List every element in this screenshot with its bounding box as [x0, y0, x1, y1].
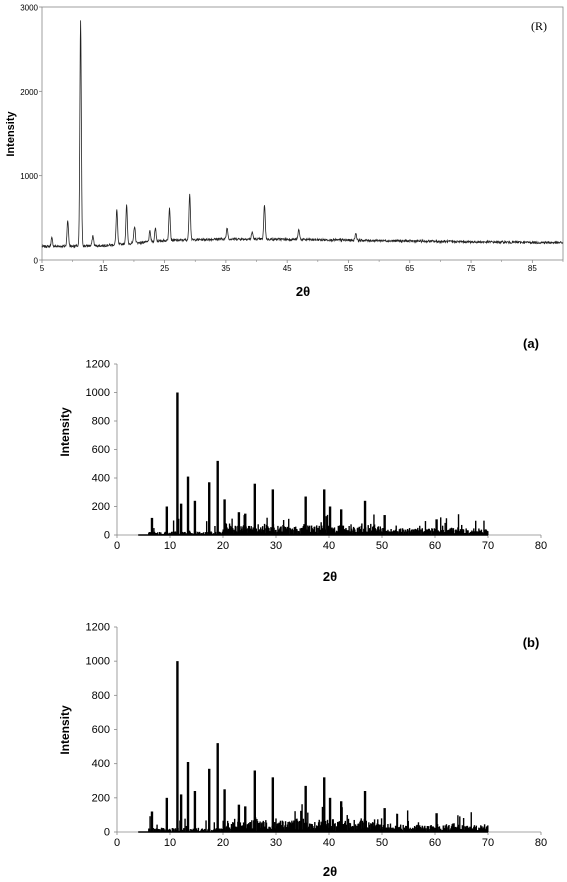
panel-a-x-tick-label: 60 [429, 540, 441, 552]
panel-a-y-tick-label: 0 [104, 530, 110, 542]
panel-a-bars [138, 392, 489, 536]
panel-r-x-tick-label: 35 [221, 264, 230, 273]
panel-a-label: (a) [523, 336, 539, 351]
panel-r-x-tick-label: 15 [99, 264, 108, 273]
panel-b-y-tick-label: 600 [92, 724, 110, 736]
panel-a-y-axis-title: Intensity [58, 407, 72, 457]
panel-b-y-tick-label: 800 [92, 690, 110, 702]
panel-a-y-tick-label: 600 [92, 444, 110, 456]
panel-r-y-axis-title: Intensity [5, 111, 17, 157]
panel-b-x-tick-label: 10 [164, 837, 176, 849]
panel-a-x-tick-label: 70 [482, 540, 494, 552]
panel-r-x-tick-label: 85 [528, 264, 537, 273]
panel-r-x-tick-label: 55 [344, 264, 353, 273]
panel-b-x-tick-label: 30 [270, 837, 282, 849]
panel-r-y-tick-label: 1000 [20, 172, 38, 181]
panel-b-x-tick-label: 60 [429, 837, 441, 849]
panel-r-x-tick-label: 75 [467, 264, 476, 273]
panel-a-y-tick-label: 200 [92, 501, 110, 513]
panel-r-label: (R) [531, 19, 547, 33]
panel-r-x-tick-label: 5 [40, 264, 45, 273]
panel-b-y-tick-label: 0 [104, 827, 110, 839]
panel-a-x-tick-label: 50 [376, 540, 388, 552]
panel-r-y-tick-label: 3000 [20, 4, 38, 13]
panel-r-x-tick-label: 45 [283, 264, 292, 273]
panel-b-bars [138, 661, 489, 833]
panel-r-x-tick-label: 65 [405, 264, 414, 273]
panel-b-x-tick-label: 0 [114, 837, 120, 849]
panel-b-y-tick-label: 200 [92, 792, 110, 804]
panel-b-y-tick-label: 400 [92, 758, 110, 770]
panel-b-x-tick-label: 80 [535, 837, 547, 849]
panel-a-y-tick-label: 400 [92, 473, 110, 485]
panel-b-x-axis-title: 2θ [323, 864, 337, 879]
panel-a-y-tick-label: 1200 [86, 359, 110, 371]
panel-a-x-tick-label: 40 [323, 540, 335, 552]
panel-r-x-axis-title: 2θ [296, 284, 310, 299]
panel-a-y-tick-label: 800 [92, 416, 110, 428]
panel-b-y-tick-label: 1200 [86, 622, 110, 634]
panel-a-x-tick-label: 80 [535, 540, 547, 552]
panel-b-x-tick-label: 20 [217, 837, 229, 849]
panel-r-plot-frame [41, 6, 564, 261]
panel-b-x-tick-label: 50 [376, 837, 388, 849]
panel-b-x-tick-label: 70 [482, 837, 494, 849]
panel-r: 5 15 25 35 45 55 65 75 85 0 1000 2000 3000 (R) 2θ In… [5, 4, 564, 299]
panel-b-label: (b) [523, 635, 540, 650]
panel-b-y-axis-title: Intensity [58, 705, 72, 755]
panel-r-diffraction-trace [41, 20, 564, 249]
panel-r-x-tick-label: 25 [160, 264, 169, 273]
panel-a-y-tick-label: 1000 [86, 387, 110, 399]
panel-b-y-tick-label: 1000 [86, 656, 110, 668]
panel-a-x-tick-label: 0 [114, 540, 120, 552]
panel-b-x-tick-label: 40 [323, 837, 335, 849]
panel-r-y-tick-label: 2000 [20, 88, 38, 97]
panel-a-x-axis-title: 2θ [323, 569, 337, 584]
panel-r-y-tick-label: 0 [34, 257, 39, 266]
panel-a-x-tick-label: 20 [217, 540, 229, 552]
panel-a-x-tick-label: 10 [164, 540, 176, 552]
panel-a-x-tick-label: 30 [270, 540, 282, 552]
